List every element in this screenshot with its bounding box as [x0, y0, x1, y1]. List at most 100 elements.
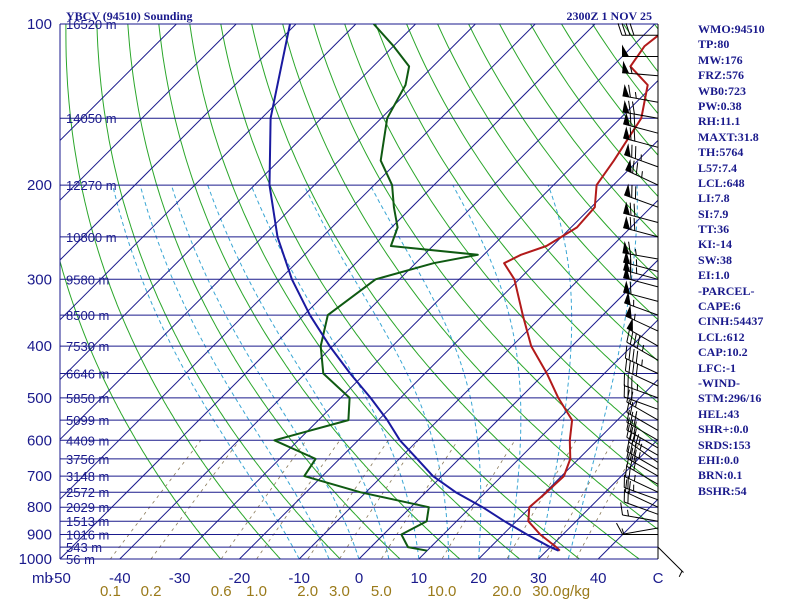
pressure-label: 1000 [19, 551, 52, 568]
pressure-label: 200 [27, 177, 52, 194]
barb-full-flag [633, 218, 636, 231]
temperature-tick-label: 20 [470, 570, 487, 587]
barb-full-flag [628, 481, 631, 494]
wind-barb [623, 384, 659, 410]
barb-full-flag [629, 23, 635, 36]
barb-staff [625, 370, 659, 387]
dry-adiabat [375, 24, 658, 404]
barb-staff [622, 111, 659, 119]
height-label: 7530 m [66, 339, 109, 354]
barb-staff [622, 95, 659, 103]
sounding-index: SI:7.9 [698, 206, 729, 221]
height-label: 1513 m [66, 514, 109, 529]
barb-full-flag [624, 358, 628, 371]
pressure-label: 300 [27, 271, 52, 288]
wind-barb [622, 241, 659, 260]
temperature-tick-label: 0 [355, 570, 363, 587]
sounding-index: LCL:648 [698, 175, 745, 190]
mixing-ratio-label: 2.0 [297, 583, 318, 600]
barb-pennant [626, 317, 633, 332]
mixing-ratio-label: 30.0 [532, 583, 561, 600]
barb-full-flag [624, 345, 628, 359]
dry-adiabat [96, 24, 341, 559]
wind-barb [616, 522, 659, 535]
temperature-tick-label: 10 [410, 570, 427, 587]
isotherm [60, 24, 357, 321]
isotherm [60, 24, 297, 261]
mixing-ratio-line [575, 440, 642, 559]
barb-pennant [622, 44, 629, 57]
barb-full-flag [616, 522, 623, 535]
dry-adiabat [251, 24, 641, 559]
barb-full-flag [626, 399, 630, 413]
dry-adiabat [158, 24, 461, 559]
barb-staff [623, 291, 659, 302]
barb-half-flag [634, 248, 637, 256]
barb-full-flag [632, 101, 635, 115]
barb-pennant [623, 250, 630, 264]
barb-full-flag [632, 160, 635, 174]
dry-adiabat [468, 24, 658, 280]
barb-full-flag [633, 333, 637, 347]
moist-adiabat [207, 184, 390, 559]
sounding-index: SRDS:153 [698, 437, 751, 452]
dry-adiabat [282, 24, 658, 530]
barb-pennant [623, 266, 630, 280]
dry-adiabat [189, 24, 521, 559]
wind-barb [617, 23, 658, 36]
pressure-label: 900 [27, 527, 52, 544]
sounding-index: CINH:54437 [698, 314, 764, 329]
height-label: 2572 m [66, 485, 109, 500]
sounding-profiles [268, 24, 658, 552]
barb-staff [625, 491, 659, 508]
temperature-tick-label: -10 [288, 570, 310, 587]
barb-full-flag [633, 203, 636, 217]
wind-barb [623, 216, 659, 238]
barb-full-flag [629, 202, 632, 216]
barb-staff [626, 457, 659, 477]
isotherm [538, 438, 658, 559]
barb-staff [628, 441, 659, 463]
barb-pennant [623, 201, 630, 215]
sounding-index: WMO:94510 [698, 22, 765, 36]
sounding-index: LCL:612 [698, 329, 745, 344]
barb-staff [626, 411, 659, 431]
wind-barb [624, 183, 659, 208]
wind-barb [625, 305, 659, 332]
sounding-index: -WIND- [698, 375, 740, 390]
sounding-index: CAP:10.2 [698, 345, 748, 360]
barb-full-flag [635, 162, 639, 175]
barb-full-flag [621, 23, 627, 36]
barb-full-flag [629, 455, 634, 469]
wind-barb [623, 201, 659, 223]
barb-full-flag [620, 502, 623, 516]
mixing-ratio-line [380, 440, 459, 559]
temperature-tick-label: -40 [109, 570, 131, 587]
isotherm [179, 79, 658, 559]
sounding-index: KI:-14 [698, 237, 732, 252]
mixing-ratio-line [546, 440, 614, 559]
height-label: 3148 m [66, 469, 109, 484]
barb-staff [626, 436, 659, 456]
dry-adiabat [65, 24, 282, 559]
barb-staff [657, 546, 684, 573]
barb-full-flag [629, 259, 632, 273]
isotherm [60, 24, 476, 441]
height-label: 16520 m [66, 17, 117, 32]
barb-pennant [622, 241, 630, 254]
height-label: 6646 m [66, 367, 109, 382]
wind-barb [626, 317, 659, 347]
mixing-ratio-label: 0.1 [100, 583, 121, 600]
barb-full-flag [625, 23, 631, 36]
barb-staff [623, 227, 659, 238]
barb-pennant [622, 100, 630, 114]
height-label: 56 m [66, 552, 95, 567]
sounding-index: CAPE:6 [698, 299, 741, 314]
mixing-ratio-label: g/kg [562, 583, 590, 600]
wind-barb [622, 44, 658, 57]
height-label: 4409 m [66, 433, 109, 448]
temperature-profile [503, 34, 658, 552]
barb-staff [622, 514, 659, 522]
barb-staff [626, 465, 659, 485]
